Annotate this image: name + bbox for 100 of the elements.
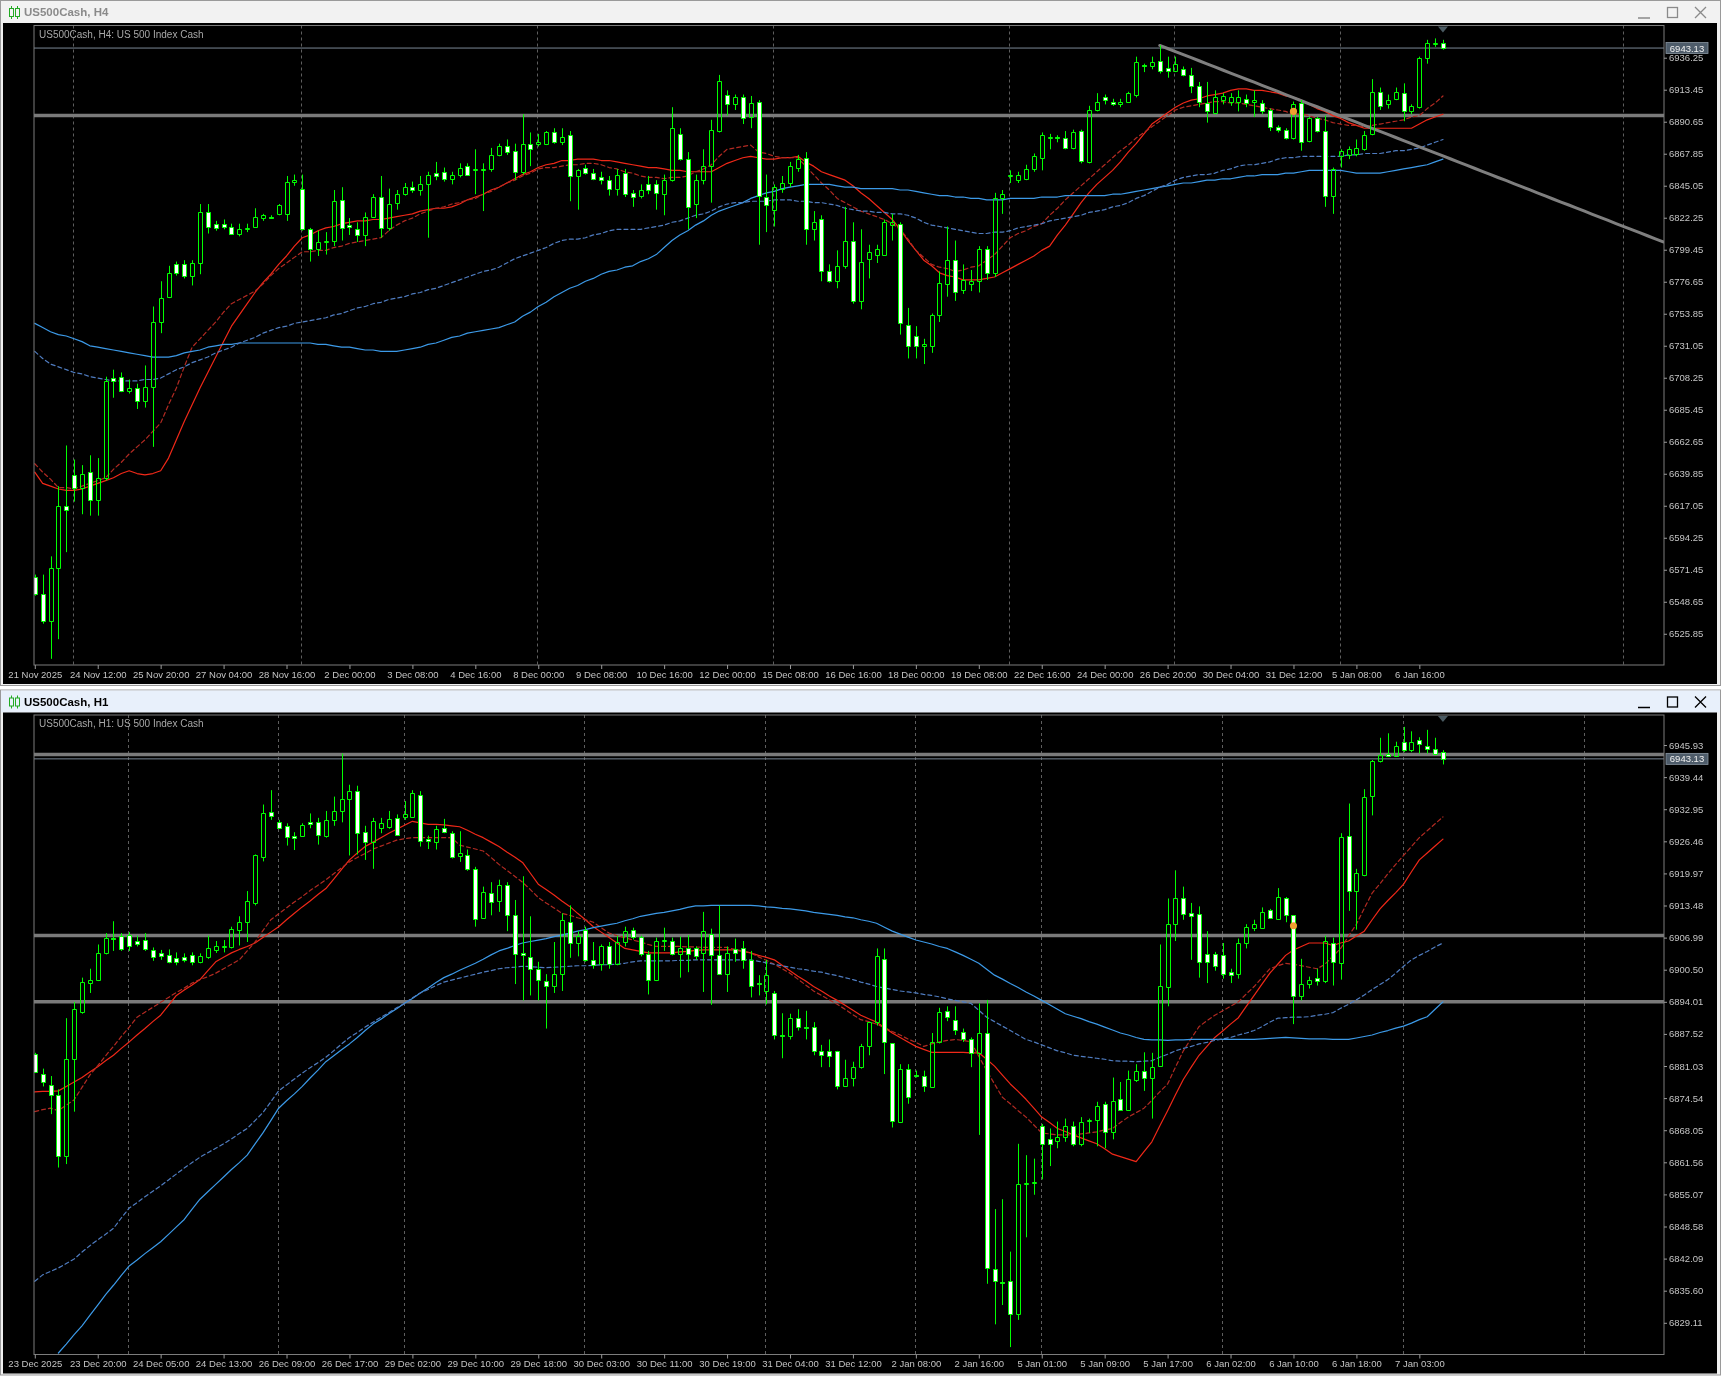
candlestick bbox=[961, 1028, 966, 1043]
candlestick bbox=[631, 927, 636, 941]
x-tick-label: 28 Nov 16:00 bbox=[258, 668, 316, 680]
candlestick bbox=[1409, 730, 1414, 753]
chart-title: US500Cash, H1 bbox=[24, 695, 109, 708]
candlestick bbox=[1079, 129, 1084, 164]
candlestick bbox=[859, 228, 864, 310]
candlestick bbox=[245, 890, 250, 943]
candlestick bbox=[465, 162, 470, 177]
candlestick bbox=[804, 1010, 809, 1040]
candlestick bbox=[332, 189, 337, 247]
candlestick bbox=[1394, 87, 1399, 101]
candlestick bbox=[1299, 99, 1304, 152]
candlestick bbox=[1055, 1121, 1060, 1149]
candlestick bbox=[646, 175, 651, 195]
candlestick bbox=[237, 915, 242, 946]
candlestick bbox=[1118, 1081, 1123, 1112]
candlestick bbox=[583, 164, 588, 176]
candlestick bbox=[544, 130, 549, 146]
candlestick bbox=[662, 927, 667, 952]
candlestick bbox=[64, 1017, 69, 1165]
candlestick bbox=[521, 113, 526, 176]
candlestick bbox=[1433, 737, 1438, 756]
candlestick bbox=[174, 951, 179, 966]
candlestick bbox=[639, 183, 644, 199]
x-tick-label: 5 Jan 09:00 bbox=[1080, 1358, 1130, 1370]
candlestick bbox=[159, 280, 164, 334]
candlestick bbox=[80, 977, 85, 1015]
candlestick bbox=[757, 99, 762, 246]
candlestick bbox=[379, 817, 384, 834]
candlestick bbox=[332, 796, 337, 827]
candlestick bbox=[269, 789, 274, 821]
candlestick bbox=[843, 206, 848, 270]
candlestick bbox=[1134, 1063, 1139, 1083]
candlestick bbox=[623, 926, 628, 947]
candlestick bbox=[741, 94, 746, 125]
candlestick bbox=[890, 1042, 895, 1128]
candlestick bbox=[363, 211, 368, 247]
candlestick bbox=[1236, 89, 1241, 112]
candlestick bbox=[355, 221, 360, 243]
candlestick bbox=[985, 245, 990, 281]
candlestick bbox=[1244, 94, 1249, 108]
y-tick-label: 6861.56 bbox=[1669, 1156, 1704, 1168]
candlestick bbox=[167, 948, 172, 964]
candlestick bbox=[119, 371, 124, 393]
candlestick bbox=[1362, 788, 1367, 877]
candlestick bbox=[426, 171, 431, 239]
candlestick bbox=[1291, 101, 1296, 140]
y-tick-label: 6936.25 bbox=[1669, 52, 1704, 64]
candlestick bbox=[167, 265, 172, 299]
y-tick-label: 6662.65 bbox=[1669, 436, 1704, 448]
candlestick bbox=[1386, 732, 1391, 758]
candlestick bbox=[1268, 108, 1273, 132]
x-tick-label: 23 Dec 2025 bbox=[8, 1358, 63, 1370]
candlestick bbox=[237, 223, 242, 237]
x-tick-label: 24 Dec 00:00 bbox=[1076, 668, 1134, 680]
candlestick bbox=[473, 866, 478, 928]
candlestick bbox=[867, 1021, 872, 1056]
candlestick bbox=[96, 943, 101, 982]
candlestick bbox=[1197, 905, 1202, 979]
candlestick bbox=[1315, 968, 1320, 987]
candlestick bbox=[709, 119, 714, 204]
candlestick bbox=[576, 930, 581, 957]
candlestick bbox=[1118, 98, 1123, 108]
candlestick bbox=[182, 259, 187, 279]
candlestick bbox=[1189, 67, 1194, 94]
candlestick bbox=[1347, 803, 1352, 912]
y-tick-label: 6932.95 bbox=[1669, 803, 1704, 815]
candlestick bbox=[308, 812, 313, 829]
candlestick bbox=[583, 926, 588, 963]
candlestick bbox=[1063, 130, 1068, 150]
candlestick bbox=[757, 974, 762, 996]
candlestick bbox=[1103, 1101, 1108, 1149]
candlestick bbox=[560, 127, 565, 146]
y-tick-label: 6842.09 bbox=[1669, 1253, 1704, 1265]
candlestick bbox=[426, 835, 431, 850]
candlestick bbox=[1008, 1251, 1013, 1348]
candlestick bbox=[127, 379, 132, 395]
candlestick bbox=[1150, 56, 1155, 70]
candlestick bbox=[977, 1002, 982, 1136]
candlestick bbox=[591, 941, 596, 970]
candlestick bbox=[1000, 189, 1005, 215]
candlestick bbox=[922, 1070, 927, 1093]
candlestick bbox=[269, 214, 274, 219]
candlestick bbox=[1008, 169, 1013, 184]
line-series bbox=[57, 904, 1444, 1354]
candlestick bbox=[662, 174, 667, 216]
candlestick bbox=[1126, 1070, 1131, 1112]
candlestick bbox=[914, 1070, 919, 1079]
candlestick bbox=[379, 175, 384, 239]
y-tick-label: 6848.58 bbox=[1669, 1221, 1704, 1233]
candlestick bbox=[1063, 1118, 1068, 1143]
x-tick-label: 24 Dec 05:00 bbox=[132, 1358, 190, 1370]
candlestick bbox=[528, 915, 533, 996]
candlestick bbox=[56, 485, 61, 640]
candlestick bbox=[1173, 56, 1178, 73]
candlestick bbox=[111, 920, 116, 952]
candlestick bbox=[450, 830, 455, 859]
x-tick-label: 30 Dec 04:00 bbox=[1202, 668, 1260, 680]
candlestick bbox=[1331, 937, 1336, 987]
